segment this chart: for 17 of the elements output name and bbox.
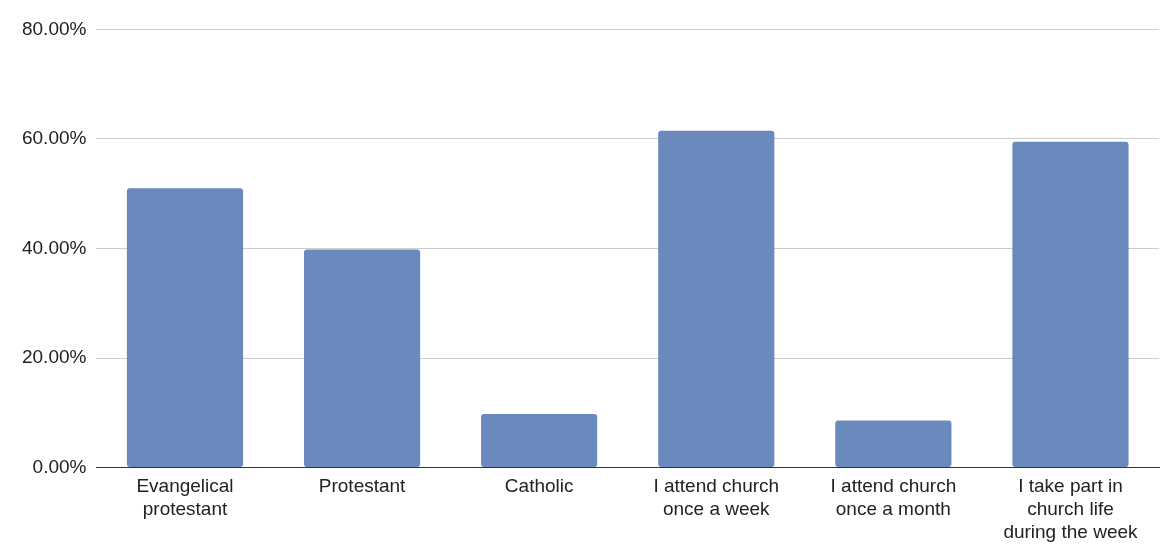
- bar: [126, 188, 244, 468]
- bar: [658, 130, 775, 468]
- x-tick-label: I attend church once a month: [830, 475, 957, 520]
- y-tick-label: 40.00%: [21, 236, 87, 258]
- x-tick-label: I attend church once a week: [653, 475, 780, 520]
- x-tick-label: Evangelical protestant: [136, 475, 234, 520]
- y-tick-label: 0.00%: [32, 455, 87, 477]
- bar: [303, 249, 421, 468]
- y-tick-label: 60.00%: [21, 127, 87, 149]
- bar: [481, 413, 598, 468]
- bar: [835, 420, 952, 468]
- y-tick-label: 20.00%: [21, 346, 87, 368]
- x-tick-label: Catholic: [504, 475, 574, 497]
- bar: [1012, 141, 1129, 468]
- x-tick-label: Protestant: [318, 475, 407, 497]
- y-tick-label: 80.00%: [21, 17, 87, 39]
- x-tick-label: I take part in church life during the week: [1003, 475, 1139, 542]
